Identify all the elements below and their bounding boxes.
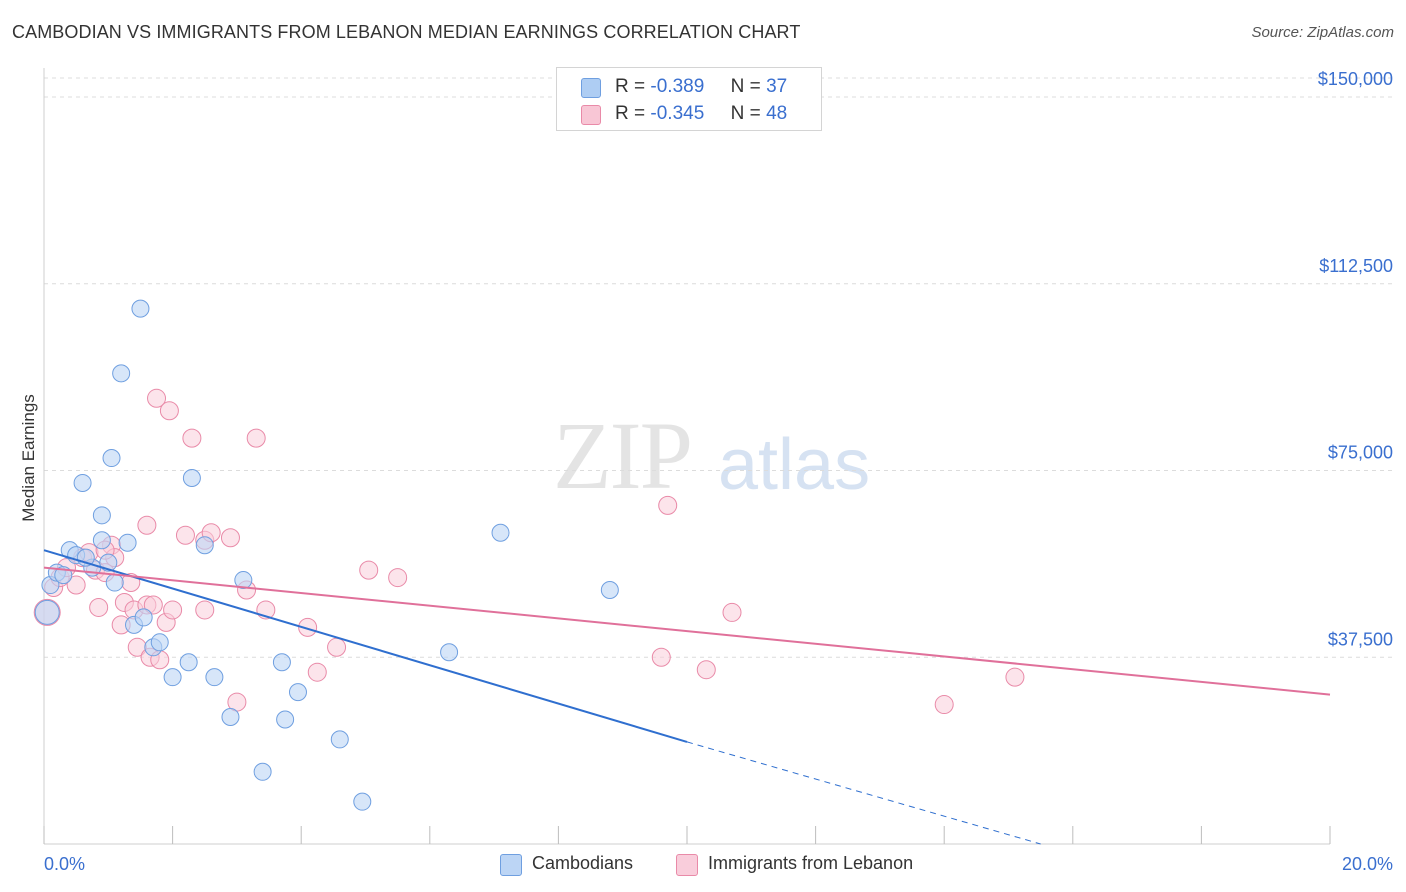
point-lebanon bbox=[147, 388, 167, 408]
point-lebanon bbox=[143, 595, 163, 615]
point-cambodians bbox=[73, 473, 92, 492]
r-value: -0.345 bbox=[650, 103, 705, 124]
y-tick-label: $150,000 bbox=[1318, 69, 1393, 89]
point-cambodians bbox=[253, 762, 272, 781]
point-cambodians bbox=[34, 599, 60, 625]
point-cambodians bbox=[221, 708, 240, 727]
point-cambodians bbox=[179, 653, 198, 672]
point-lebanon bbox=[66, 575, 86, 595]
point-lebanon bbox=[195, 600, 215, 620]
point-cambodians bbox=[163, 668, 182, 687]
n-value: 37 bbox=[766, 76, 788, 97]
point-lebanon bbox=[359, 560, 379, 580]
point-lebanon bbox=[246, 428, 266, 448]
point-cambodians bbox=[234, 571, 253, 590]
source-label: Source: ZipAtlas.com bbox=[1251, 24, 1394, 41]
regression-line-cambodians bbox=[43, 549, 688, 743]
chart-title: CAMBODIAN VS IMMIGRANTS FROM LEBANON MED… bbox=[12, 22, 801, 42]
point-lebanon bbox=[722, 602, 742, 622]
x-tick-labels: 0.0% 20.0% bbox=[44, 854, 1393, 874]
y-tick-label: $75,000 bbox=[1328, 443, 1393, 463]
point-cambodians bbox=[102, 449, 121, 468]
regression-line-cambodians-extension bbox=[686, 741, 1041, 845]
n-label: N = bbox=[730, 76, 761, 97]
point-lebanon bbox=[163, 600, 183, 620]
point-lebanon bbox=[159, 401, 179, 421]
n-value: 48 bbox=[766, 103, 788, 124]
point-cambodians bbox=[276, 710, 295, 729]
point-cambodians bbox=[491, 523, 510, 542]
point-lebanon bbox=[1005, 667, 1025, 687]
point-cambodians bbox=[440, 643, 459, 662]
legend-label: Immigrants from Lebanon bbox=[708, 853, 914, 873]
point-lebanon bbox=[327, 637, 347, 657]
y-tick-labels: $37,500 $75,000 $112,500 $150,000 bbox=[1318, 69, 1393, 649]
point-lebanon bbox=[182, 428, 202, 448]
point-cambodians bbox=[353, 792, 372, 811]
stats-legend: R = -0.389 N = 37 R = -0.345 N = 48 bbox=[556, 67, 822, 131]
legend-swatch-blue bbox=[581, 78, 601, 98]
legend-label: Cambodians bbox=[532, 853, 634, 873]
point-cambodians bbox=[118, 533, 137, 552]
legend-swatch-blue bbox=[500, 854, 522, 876]
regression-line-lebanon bbox=[43, 566, 1331, 696]
regression-lines bbox=[43, 549, 1331, 845]
point-lebanon bbox=[651, 647, 671, 667]
point-cambodians bbox=[112, 364, 131, 383]
point-cambodians bbox=[330, 730, 349, 749]
point-cambodians bbox=[600, 581, 619, 600]
point-lebanon bbox=[298, 617, 318, 637]
point-lebanon bbox=[934, 695, 954, 715]
point-cambodians bbox=[92, 531, 111, 550]
x-tick-label: 0.0% bbox=[44, 854, 85, 874]
n-label: N = bbox=[730, 103, 761, 124]
point-lebanon bbox=[658, 495, 678, 515]
point-cambodians bbox=[182, 468, 201, 487]
y-tick-label: $112,500 bbox=[1319, 256, 1393, 276]
watermark-atlas: atlas bbox=[718, 425, 871, 505]
point-cambodians bbox=[150, 633, 169, 652]
r-label: R = bbox=[615, 76, 646, 97]
x-tick-label: 20.0% bbox=[1342, 854, 1393, 874]
point-cambodians bbox=[131, 299, 150, 318]
y-axis-label: Median Earnings bbox=[19, 394, 38, 522]
point-cambodians bbox=[205, 668, 224, 687]
series-legend: Cambodians Immigrants from Lebanon bbox=[0, 852, 1406, 878]
point-lebanon bbox=[307, 662, 327, 682]
point-cambodians bbox=[272, 653, 291, 672]
point-lebanon bbox=[175, 525, 195, 545]
point-lebanon bbox=[388, 568, 408, 588]
point-lebanon bbox=[220, 528, 240, 548]
axes bbox=[43, 68, 1331, 845]
legend-swatch-pink bbox=[676, 854, 698, 876]
watermark-zip: ZIP bbox=[553, 402, 693, 509]
point-cambodians bbox=[105, 573, 124, 592]
grid-lines bbox=[44, 77, 1395, 658]
point-lebanon bbox=[137, 515, 157, 535]
y-tick-label: $37,500 bbox=[1328, 629, 1393, 649]
point-cambodians bbox=[92, 506, 111, 525]
series-lebanon-points bbox=[33, 388, 1025, 715]
point-cambodians bbox=[195, 536, 214, 555]
r-value: -0.389 bbox=[650, 76, 705, 97]
legend-swatch-pink bbox=[581, 105, 601, 125]
point-lebanon bbox=[89, 597, 109, 617]
point-cambodians bbox=[288, 683, 307, 702]
r-label: R = bbox=[615, 103, 646, 124]
point-cambodians bbox=[134, 608, 153, 627]
series-cambodians-points bbox=[34, 299, 619, 811]
point-cambodians bbox=[99, 553, 118, 572]
point-lebanon bbox=[696, 660, 716, 680]
